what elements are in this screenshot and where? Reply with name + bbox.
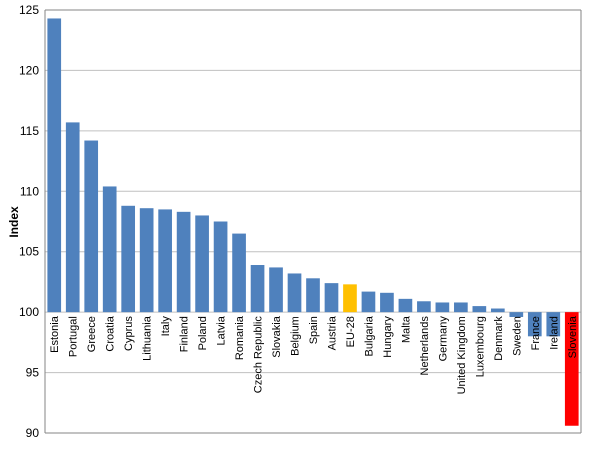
bar-slovenia [564, 312, 579, 426]
bar-france [527, 312, 542, 337]
bars [47, 18, 579, 426]
category-label: United Kingdom [456, 316, 468, 394]
y-tick-label: 125 [19, 3, 39, 17]
category-label: Luxembourg [474, 316, 486, 377]
category-label: Lithuania [142, 315, 154, 361]
y-tick-label: 105 [19, 245, 39, 259]
category-label: Ireland [548, 316, 560, 350]
bar-estonia [47, 18, 62, 313]
bar-hungary [380, 292, 394, 313]
bar-luxembourg [472, 306, 487, 313]
category-label: Greece [86, 316, 98, 352]
y-tick-label: 100 [19, 305, 39, 319]
bar-italy [158, 209, 172, 313]
bar-ireland [546, 312, 561, 337]
bar-lithuania [139, 208, 154, 313]
category-label: Denmark [493, 316, 505, 361]
category-label: Portugal [68, 316, 80, 357]
category-label: Romania [234, 315, 246, 360]
y-axis-ticks: 90 95 100 105 110 115 120 125 [19, 3, 39, 440]
bar-croatia [102, 186, 117, 313]
y-tick-label: 90 [26, 426, 40, 440]
category-label: Slovenia [567, 315, 579, 358]
category-label: Malta [400, 315, 412, 343]
category-label: Germany [437, 316, 449, 362]
category-label: Slovakia [271, 315, 283, 357]
y-tick-label: 115 [20, 124, 39, 138]
bar-poland [195, 215, 209, 313]
category-label: Czech Republic [253, 316, 265, 394]
category-label: France [530, 316, 542, 350]
category-label: Croatia [105, 315, 117, 351]
bar-greece [84, 140, 99, 313]
category-label: Sweden [511, 316, 523, 356]
category-label: Austria [326, 315, 338, 350]
bar-finland [176, 211, 191, 313]
bar-malta [398, 298, 413, 313]
bar-spain [306, 278, 320, 313]
bar-portugal [65, 122, 80, 313]
bar-slovakia [269, 267, 283, 313]
category-label: Spain [308, 316, 320, 344]
bar-czech-republic [250, 265, 265, 313]
category-labels: Estonia Portugal Greece Croatia Cyprus Lithua… [49, 315, 579, 394]
category-label: Italy [160, 316, 172, 337]
category-label: Cyprus [123, 316, 135, 351]
bar-germany [435, 302, 450, 313]
y-tick-label: 95 [26, 366, 40, 380]
category-label: Estonia [49, 315, 61, 353]
category-label: Bulgaria [363, 315, 375, 356]
category-label: EU-28 [345, 316, 357, 347]
y-axis-title: Index [7, 206, 21, 238]
bar-united-kingdom [454, 302, 468, 313]
category-label: Latvia [216, 315, 228, 345]
bar-bulgaria [361, 291, 376, 313]
y-tick-label: 110 [20, 184, 39, 198]
bar-austria [324, 283, 339, 313]
category-label: Belgium [290, 316, 302, 356]
category-label: Hungary [382, 316, 394, 358]
bar-sweden [509, 312, 524, 317]
category-label: Finland [179, 316, 191, 352]
bar-netherlands [417, 301, 431, 313]
y-tick-label: 120 [19, 63, 39, 77]
bar-romania [232, 233, 246, 313]
bar-denmark [490, 308, 505, 313]
bar-belgium [287, 273, 302, 313]
bar-eu-28 [343, 284, 357, 313]
category-label: Netherlands [419, 316, 431, 376]
bar-latvia [213, 221, 228, 313]
category-label: Poland [197, 316, 209, 350]
bar-cyprus [121, 205, 136, 313]
